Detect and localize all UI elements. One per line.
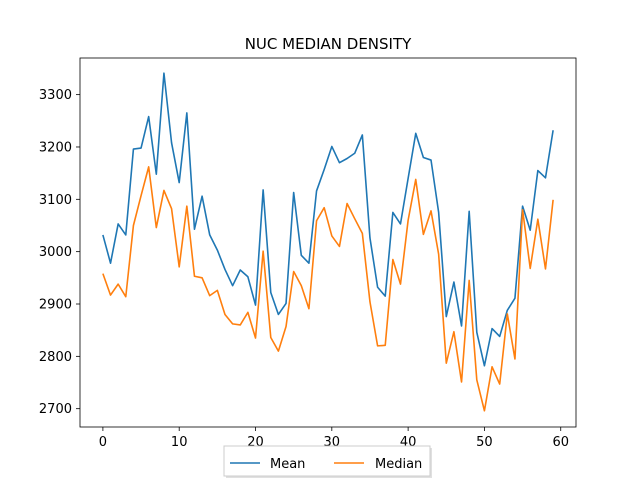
y-tick-label: 3200 bbox=[39, 140, 72, 155]
x-tick-label: 50 bbox=[476, 435, 493, 450]
legend-box bbox=[223, 445, 431, 477]
y-tick-label: 2900 bbox=[39, 298, 72, 313]
chart-title: NUC MEDIAN DENSITY bbox=[245, 35, 412, 53]
legend-label-mean: Mean bbox=[270, 457, 305, 472]
series-line-median bbox=[102, 166, 554, 412]
series-layer bbox=[102, 72, 554, 412]
x-tick-label: 0 bbox=[99, 435, 107, 450]
y-axis-ticks: 2700 2800 2900 3000 3100 3200 3300 bbox=[39, 88, 80, 417]
series-line-mean bbox=[102, 72, 554, 367]
y-tick-label: 3300 bbox=[39, 88, 72, 103]
y-tick-label: 3100 bbox=[39, 193, 72, 208]
y-tick-label: 2700 bbox=[39, 402, 72, 417]
y-tick-label: 2800 bbox=[39, 350, 72, 365]
legend: Mean Median bbox=[223, 445, 432, 478]
x-tick-label: 60 bbox=[552, 435, 569, 450]
x-tick-label: 10 bbox=[171, 435, 188, 450]
plot-frame bbox=[79, 57, 577, 428]
y-tick-label: 3000 bbox=[39, 245, 72, 260]
legend-label-median: Median bbox=[375, 457, 422, 472]
